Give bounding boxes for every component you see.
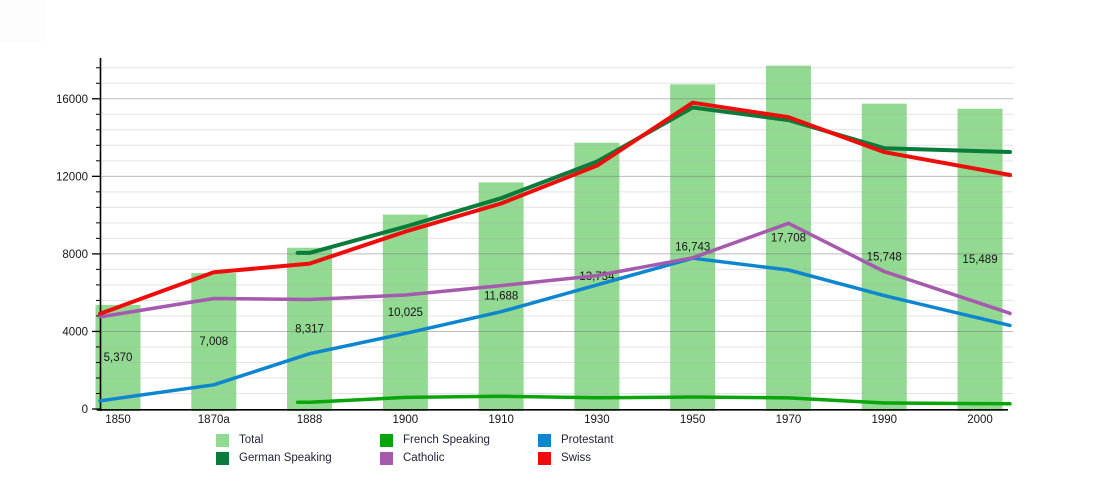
x-tick-label-1990: 1990 (871, 414, 897, 426)
bar-label-1888: 8,317 (295, 323, 324, 335)
bar-label-1900: 10,025 (388, 307, 423, 319)
line-french-speaking (295, 394, 1012, 406)
x-tick-label-1850: 1850 (105, 414, 131, 426)
bar-label-1850: 5,370 (104, 352, 133, 364)
y-tick-label: 0 (82, 404, 88, 416)
line-catholic (98, 221, 1012, 319)
bar-total-1888 (287, 247, 333, 411)
bar-label-1950: 16,743 (675, 242, 710, 254)
y-tick-label: 4000 (62, 326, 88, 338)
x-tick-label-1970: 1970 (776, 414, 802, 426)
bar-label-1970: 17,708 (771, 232, 806, 244)
bar-label-1910: 11,688 (484, 291, 518, 303)
bar-total-1950 (670, 84, 716, 412)
window-corner-artifact (0, 0, 45, 42)
y-tick-label: 12000 (56, 171, 88, 183)
line-swiss (98, 100, 1012, 316)
x-tick-label-1930: 1930 (584, 414, 610, 426)
line-protestant (98, 256, 1012, 403)
bar-total-1850 (95, 304, 141, 411)
bar-label-1990: 15,748 (867, 251, 902, 263)
x-tick-label-1870a: 1870a (198, 414, 231, 426)
x-tick-label-2000: 2000 (967, 414, 993, 426)
bar-total-2000 (957, 108, 1003, 412)
x-tick-label-1900: 1900 (393, 414, 419, 426)
x-tick-label-1950: 1950 (680, 414, 706, 426)
x-tick-label-1910: 1910 (488, 414, 514, 426)
bar-label-2000: 15,489 (962, 254, 997, 266)
y-tick-label: 8000 (62, 249, 88, 261)
y-tick-label: 16000 (56, 94, 88, 106)
bar-total-1910 (478, 182, 524, 411)
x-tick-label-1888: 1888 (297, 414, 323, 426)
bar-total-1900 (382, 214, 428, 411)
bar-label-1870a: 7,008 (199, 336, 228, 348)
